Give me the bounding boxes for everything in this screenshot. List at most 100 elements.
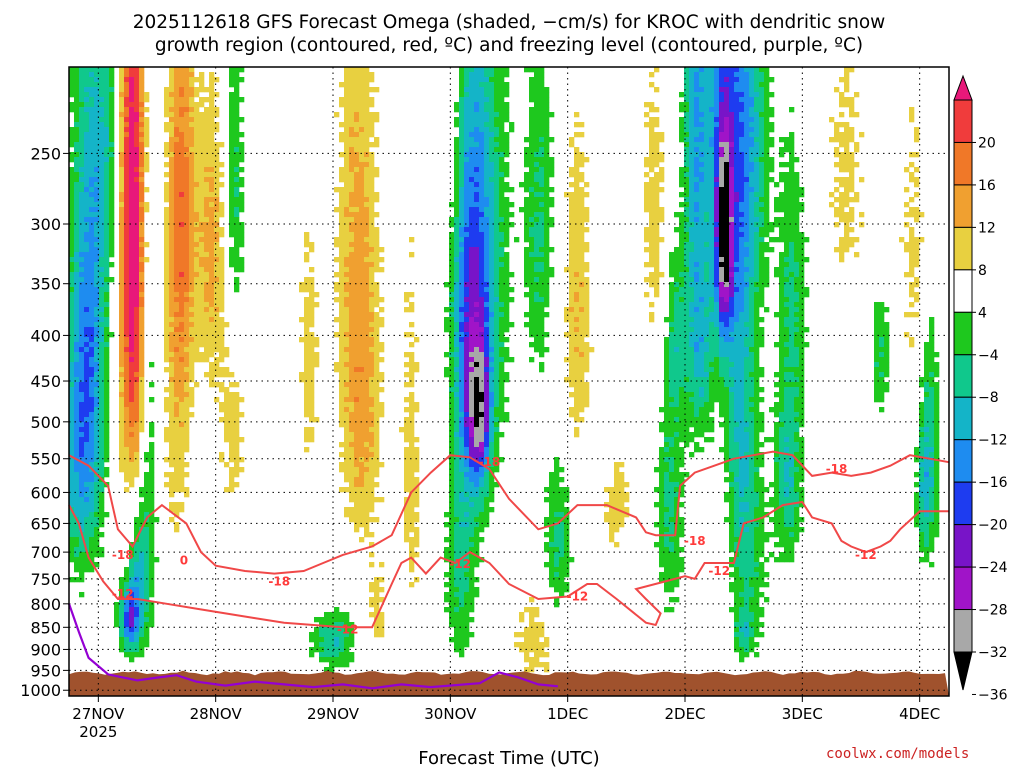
omega-cell [129, 207, 135, 213]
omega-cell [409, 492, 415, 498]
omega-cell [474, 587, 480, 593]
omega-cell [504, 232, 510, 238]
omega-cell [489, 377, 495, 383]
omega-cell [339, 197, 345, 203]
omega-cell [359, 427, 365, 433]
omega-cell [179, 232, 185, 238]
omega-cell [79, 567, 85, 573]
omega-cell [484, 197, 490, 203]
omega-cell [139, 542, 145, 548]
omega-cell [229, 162, 235, 168]
omega-cell [359, 502, 365, 508]
omega-cell [334, 332, 340, 338]
omega-cell [359, 197, 365, 203]
omega-cell [99, 307, 105, 313]
omega-cell [324, 657, 330, 663]
omega-cell [74, 252, 80, 258]
omega-cell [464, 197, 470, 203]
omega-cell [549, 482, 555, 488]
omega-cell [344, 412, 350, 418]
omega-cell [499, 277, 505, 283]
omega-cell [194, 102, 200, 108]
omega-cell [309, 362, 315, 368]
omega-cell [449, 512, 455, 518]
omega-cell [99, 127, 105, 133]
omega-cell [234, 112, 240, 118]
omega-cell [99, 372, 105, 378]
omega-cell [194, 127, 200, 133]
omega-cell [344, 652, 350, 658]
omega-cell [564, 567, 570, 573]
omega-cell [479, 157, 485, 163]
omega-cell [89, 527, 95, 533]
omega-cell [74, 292, 80, 298]
omega-cell [344, 212, 350, 218]
omega-cell [184, 352, 190, 358]
omega-cell [534, 187, 540, 193]
omega-cell [79, 417, 85, 423]
omega-cell [344, 382, 350, 388]
omega-cell [409, 497, 415, 503]
omega-cell [134, 407, 140, 413]
omega-cell [199, 247, 205, 253]
omega-cell [564, 572, 570, 578]
omega-cell [139, 152, 145, 158]
omega-cell [94, 337, 100, 343]
omega-cell [309, 387, 315, 393]
omega-cell [464, 597, 470, 603]
omega-cell [74, 242, 80, 248]
omega-cell [494, 397, 500, 403]
omega-cell [109, 157, 115, 163]
omega-cell [89, 182, 95, 188]
omega-cell [489, 467, 495, 473]
omega-cell [74, 167, 80, 173]
omega-cell [474, 277, 480, 283]
omega-cell [99, 142, 105, 148]
omega-cell [89, 272, 95, 278]
omega-cell [129, 292, 135, 298]
omega-cell [199, 112, 205, 118]
omega-cell [174, 407, 180, 413]
omega-cell [524, 137, 530, 143]
omega-cell [534, 267, 540, 273]
omega-cell [484, 67, 490, 73]
omega-cell [414, 407, 420, 413]
omega-cell [449, 482, 455, 488]
omega-cell [109, 237, 115, 243]
omega-cell [359, 277, 365, 283]
omega-cell [364, 307, 370, 313]
omega-cell [199, 252, 205, 258]
omega-cell [524, 67, 530, 73]
omega-cell [444, 537, 450, 543]
omega-cell [94, 187, 100, 193]
omega-cell [359, 267, 365, 273]
omega-cell [199, 132, 205, 138]
omega-cell [464, 397, 470, 403]
omega-cell [484, 182, 490, 188]
omega-cell [134, 522, 140, 528]
omega-cell [479, 517, 485, 523]
omega-cell [369, 127, 375, 133]
omega-cell [169, 502, 175, 508]
omega-cell [184, 447, 190, 453]
omega-cell [454, 627, 460, 633]
omega-cell [489, 447, 495, 453]
omega-cell [184, 137, 190, 143]
omega-cell [454, 207, 460, 213]
omega-cell [204, 112, 210, 118]
omega-cell [79, 537, 85, 543]
omega-cell [499, 342, 505, 348]
omega-cell [484, 407, 490, 413]
omega-cell [339, 362, 345, 368]
omega-cell [209, 252, 215, 258]
omega-cell [344, 297, 350, 303]
omega-cell [304, 412, 310, 418]
omega-cell [149, 397, 155, 403]
omega-cell [194, 347, 200, 353]
omega-cell [104, 357, 110, 363]
omega-cell [89, 532, 95, 538]
omega-cell [459, 277, 465, 283]
omega-cell [379, 587, 385, 593]
omega-cell [234, 397, 240, 403]
omega-cell [104, 82, 110, 88]
